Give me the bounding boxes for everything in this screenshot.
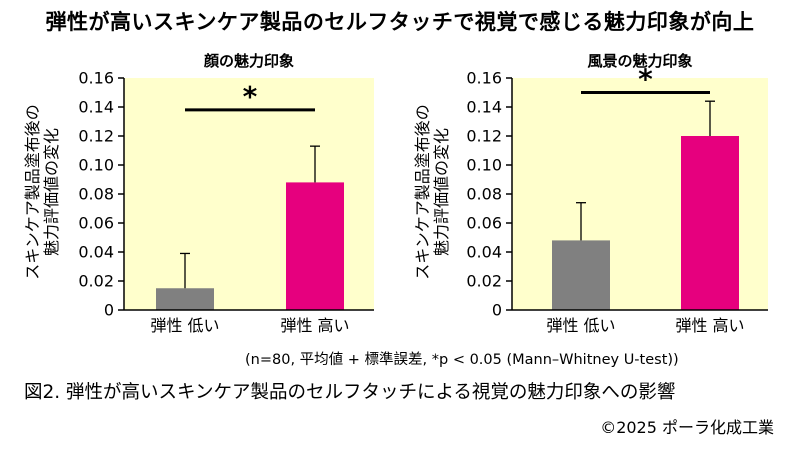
chart-title: 風景の魅力印象 [587, 52, 693, 70]
y-tick-label: 0.14 [466, 98, 502, 117]
y-tick-label: 0 [104, 301, 114, 320]
y-tick-label: 0.12 [466, 127, 502, 146]
x-tick-label: 弾性 高い [675, 316, 744, 335]
y-tick-label: 0.06 [78, 214, 114, 233]
y-tick-label: 0.02 [78, 272, 114, 291]
y-tick-label: 0.12 [78, 127, 114, 146]
y-tick-label: 0.08 [78, 185, 114, 204]
y-tick-label: 0.16 [466, 69, 502, 88]
y-tick-label: 0.08 [466, 185, 502, 204]
page-title: 弾性が高いスキンケア製品のセルフタッチで視覚で感じる魅力印象が向上 [45, 10, 755, 34]
chart-canvas: 0 0.02 0.04 0.06 0.08 0.10 0.12 0.14 0.16 弾性 低い 弾性… [78, 69, 374, 335]
statistics-note: (n=80, 平均値 + 標準誤差, *p < 0.05 (Mann–Whitn… [245, 352, 679, 368]
y-tick-label: 0.16 [78, 69, 114, 88]
bar [552, 240, 610, 310]
figure-caption: 図2. 弾性が高いスキンケア製品のセルフタッチによる視覚の魅力印象への影響 [24, 382, 676, 403]
bar [156, 288, 214, 310]
copyright: ©2025 ポーラ化成工業 [600, 418, 774, 437]
y-tick-label: 0.10 [78, 156, 114, 175]
y-tick-label: 0 [492, 301, 502, 320]
significance-star: * [638, 63, 653, 96]
significance-star: * [243, 80, 258, 113]
y-tick-label: 0.04 [78, 243, 114, 262]
y-tick-label: 0.02 [466, 272, 502, 291]
x-tick-label: 弾性 高い [280, 316, 349, 335]
bar [681, 136, 739, 310]
x-tick-label: 弾性 低い [546, 316, 615, 335]
x-tick-label: 弾性 低い [150, 316, 219, 335]
bar [286, 182, 344, 310]
chart-title: 顔の魅力印象 [203, 52, 294, 70]
y-tick-label: 0.10 [466, 156, 502, 175]
y-tick-label: 0.06 [466, 214, 502, 233]
y-tick-label: 0.04 [466, 243, 502, 262]
y-tick-label: 0.14 [78, 98, 114, 117]
